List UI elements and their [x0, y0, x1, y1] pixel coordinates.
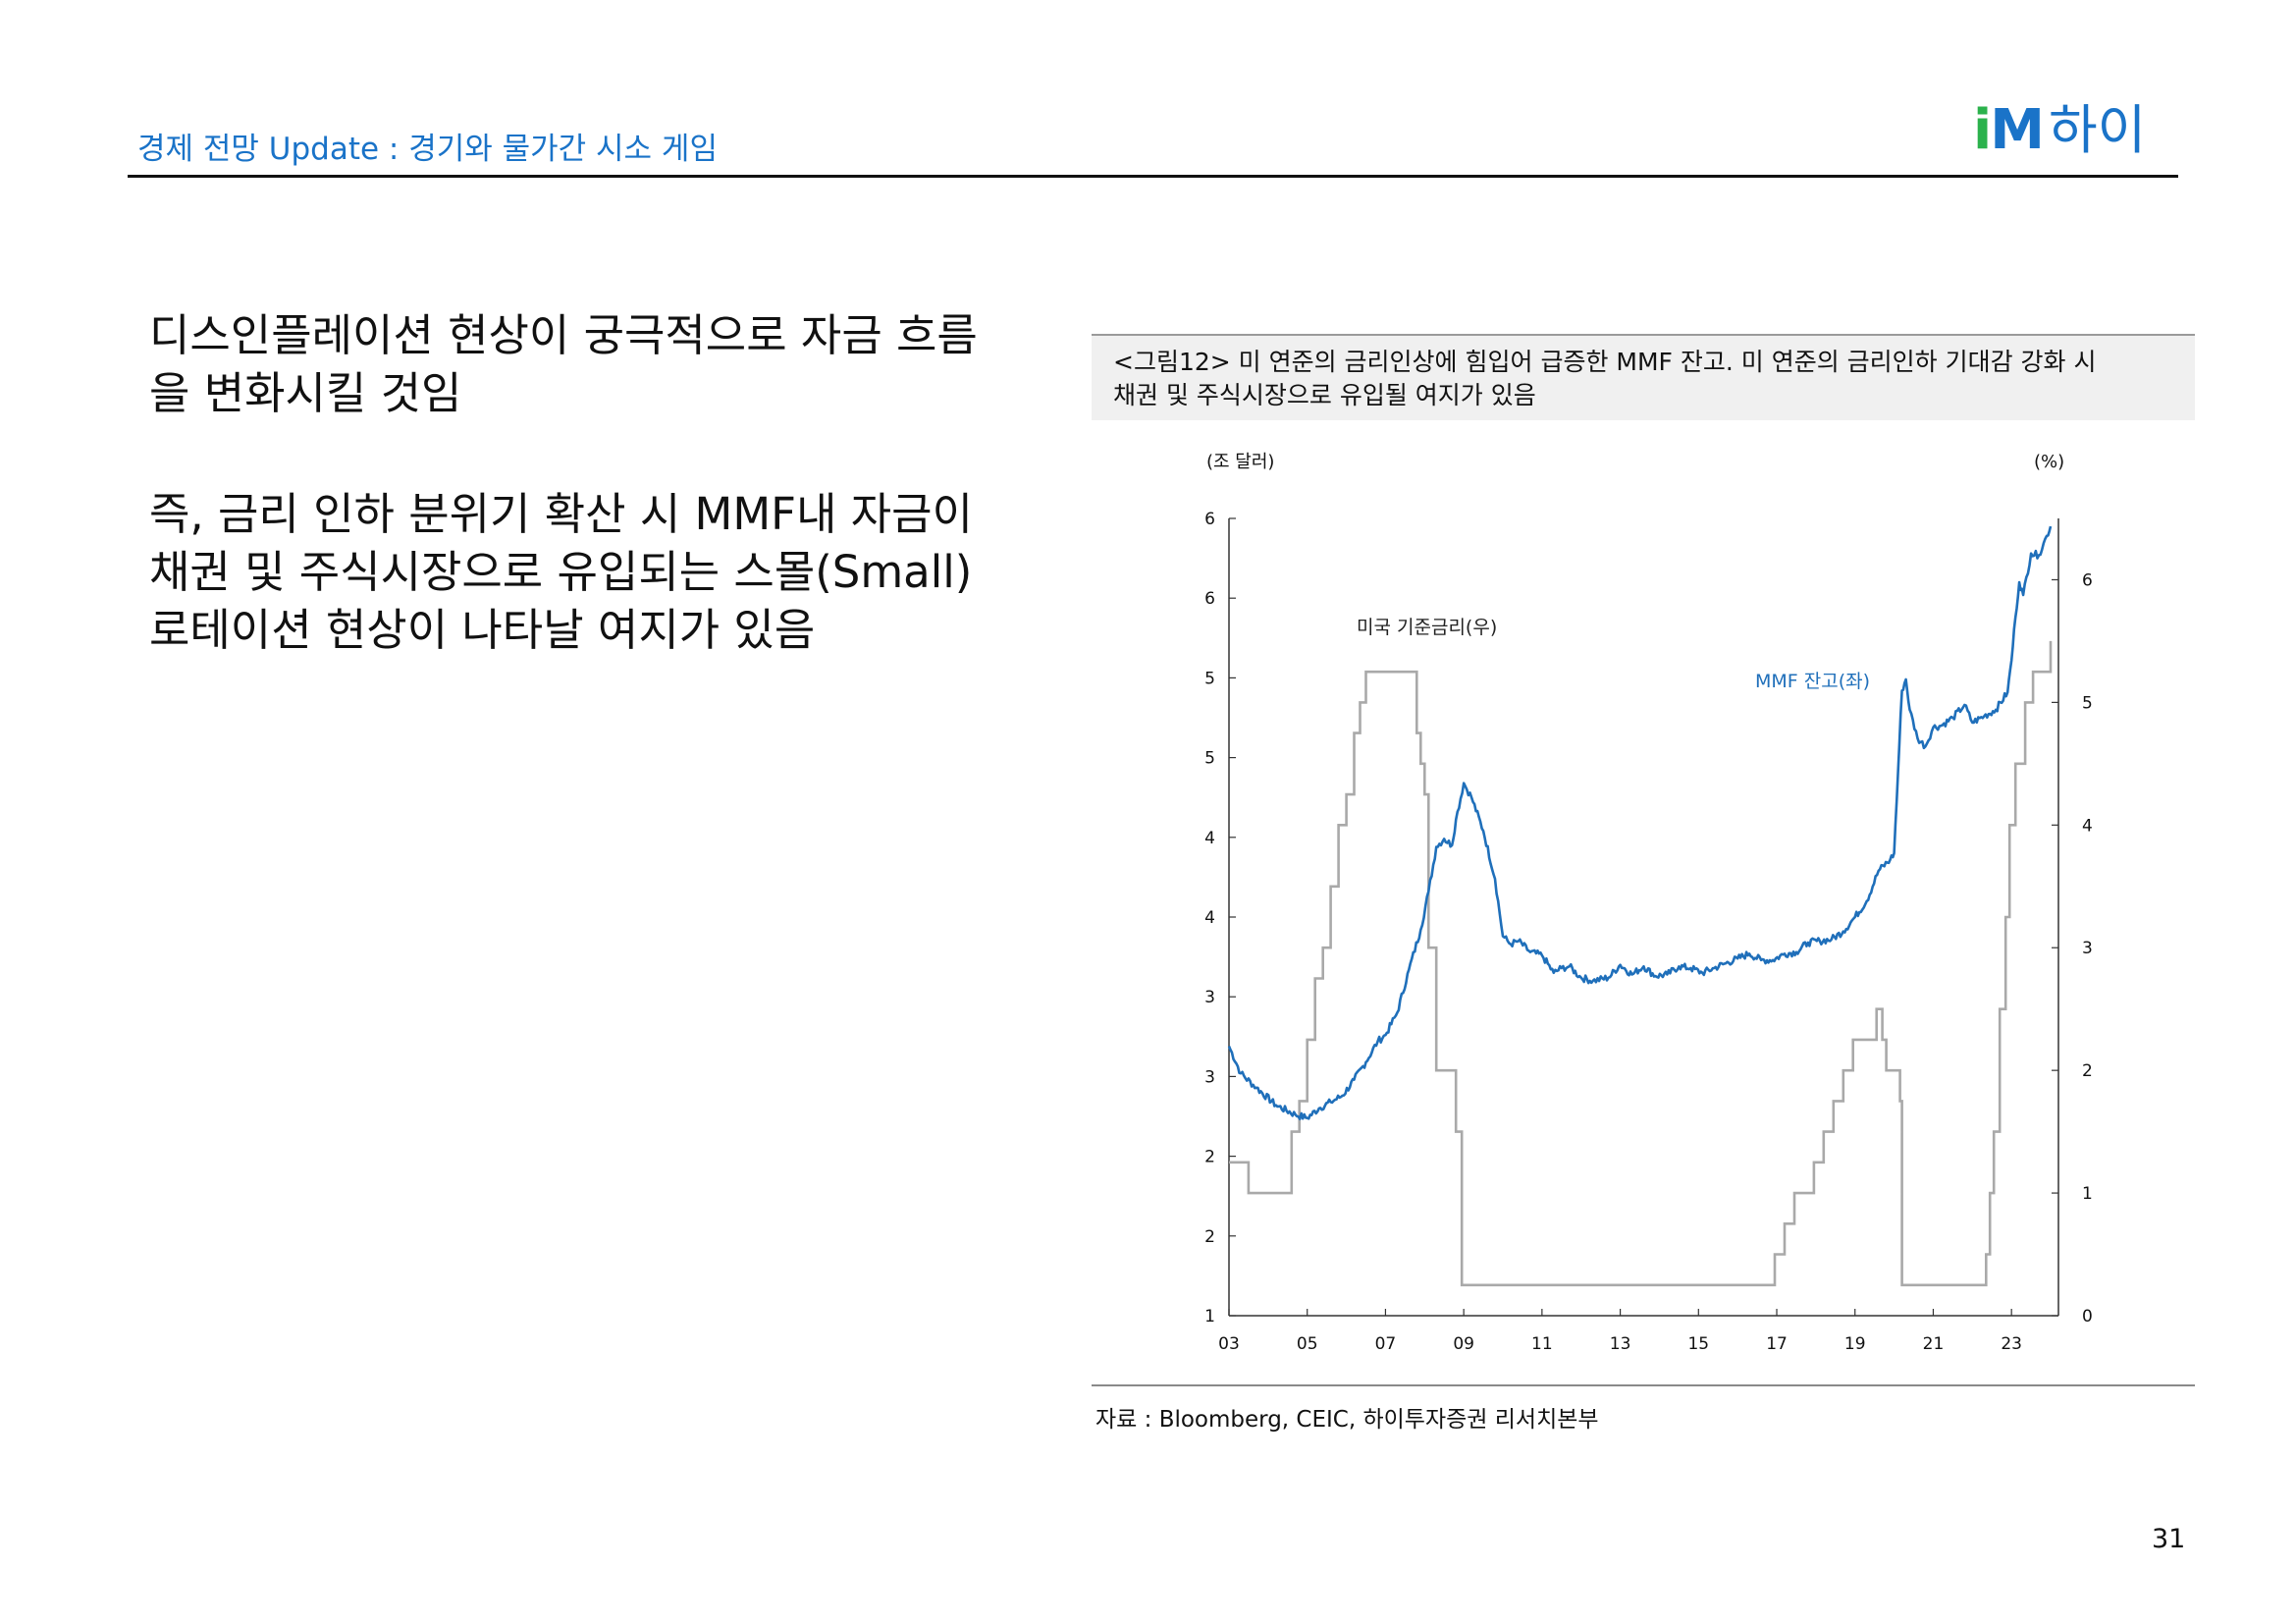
x-tick-label: 09 — [1453, 1334, 1474, 1354]
x-tick-label: 05 — [1297, 1334, 1318, 1354]
y-right-tick-label: 3 — [2082, 939, 2093, 958]
logo-letter-i: i — [1973, 98, 1992, 162]
x-tick-label: 03 — [1218, 1334, 1240, 1354]
y-left-tick-label: 2 — [1204, 1227, 1215, 1247]
figure-caption-line-2: 채권 및 주식시장으로 유입될 여지가 있음 — [1113, 381, 1536, 409]
x-tick-label: 17 — [1766, 1334, 1788, 1354]
x-tick-label: 13 — [1610, 1334, 1631, 1354]
x-tick-label: 11 — [1531, 1334, 1553, 1354]
logo-im-mark: iM — [1973, 103, 2045, 158]
y-left-tick-label: 6 — [1204, 510, 1215, 529]
logo-brand-text: 하이 — [2048, 99, 2147, 161]
y-right-tick-label: 1 — [2082, 1184, 2093, 1204]
y-right-tick-label: 6 — [2082, 570, 2093, 590]
x-tick-label: 21 — [1923, 1334, 1945, 1354]
y-left-unit-label: (조 달러) — [1206, 452, 1274, 472]
x-tick-label: 19 — [1844, 1334, 1866, 1354]
x-tick-label: 07 — [1375, 1334, 1397, 1354]
mmf-series-line — [1227, 525, 2053, 1121]
figure-bottom-rule — [1092, 1384, 2195, 1386]
y-left-tick-label: 1 — [1204, 1307, 1215, 1326]
header-divider — [128, 175, 2178, 178]
main-text-paragraph-1: 디스인플레이션 현상이 궁극적으로 자금 흐름을 변화시킬 것임 — [149, 306, 1003, 422]
main-text-paragraph-2: 즉, 금리 인하 분위기 확산 시 MMF내 자금이 채권 및 주식시장으로 유… — [149, 485, 1003, 659]
figure-top-rule — [1092, 334, 2195, 336]
y-left-tick-label: 5 — [1204, 749, 1215, 769]
x-tick-label: 15 — [1687, 1334, 1709, 1354]
paragraph-2-text: 즉, 금리 인하 분위기 확산 시 MMF내 자금이 채권 및 주식시장으로 유… — [149, 488, 973, 656]
figure-caption-line-1: <그림12> 미 연준의 금리인상에 힘입어 급증한 MMF 잔고. 미 연준의… — [1113, 348, 2097, 376]
paragraph-1-text: 디스인플레이션 현상이 궁극적으로 자금 흐름을 변화시킬 것임 — [149, 309, 978, 419]
brand-logo: iM 하이 — [1973, 96, 2146, 165]
logo-letter-m: M — [1990, 98, 2045, 162]
y-right-tick-label: 0 — [2082, 1307, 2093, 1326]
figure-caption: <그림12> 미 연준의 금리인상에 힘입어 급증한 MMF 잔고. 미 연준의… — [1092, 336, 2195, 420]
chart-series-lines — [1227, 525, 2053, 1287]
y-right-tick-label: 2 — [2082, 1061, 2093, 1081]
y-right-tick-label: 4 — [2082, 816, 2093, 836]
y-left-tick-label: 3 — [1204, 988, 1215, 1007]
y-right-tick-label: 5 — [2082, 693, 2093, 713]
y-left-tick-label: 5 — [1204, 669, 1215, 688]
y-left-tick-label: 6 — [1204, 589, 1215, 609]
header-title: 경제 전망 Update : 경기와 물가간 시소 게임 — [137, 132, 718, 167]
figure-source: 자료 : Bloomberg, CEIC, 하이투자증권 리서치본부 — [1095, 1407, 1599, 1433]
y-left-tick-label: 4 — [1204, 829, 1215, 848]
y-left-tick-label: 4 — [1204, 908, 1215, 928]
annotation-mmf: MMF 잔고(좌) — [1755, 671, 1870, 692]
annotation-fed-rate: 미국 기준금리(우) — [1357, 617, 1497, 638]
y-left-tick-label: 3 — [1204, 1067, 1215, 1087]
x-tick-label: 23 — [2001, 1334, 2022, 1354]
page-number: 31 — [2152, 1524, 2186, 1554]
y-left-tick-label: 2 — [1204, 1148, 1215, 1167]
y-right-unit-label: (%) — [2034, 452, 2064, 472]
fed-rate-series-line — [1229, 640, 2053, 1287]
